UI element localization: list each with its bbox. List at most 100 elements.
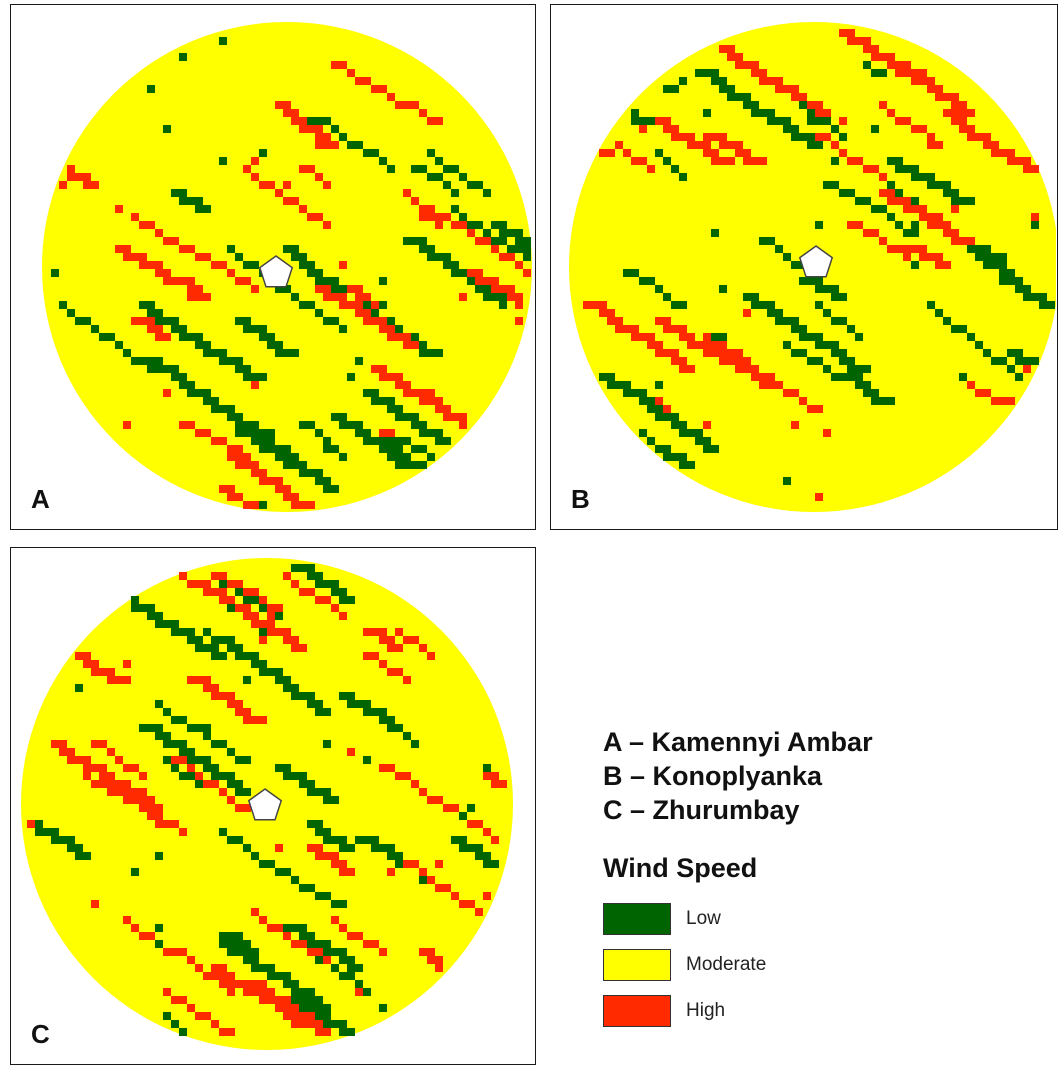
high-wind-cell bbox=[759, 69, 767, 77]
high-wind-cell bbox=[467, 229, 475, 237]
high-wind-cell bbox=[139, 932, 147, 940]
high-wind-cell bbox=[1031, 213, 1039, 221]
low-wind-cell bbox=[307, 564, 315, 572]
low-wind-cell bbox=[491, 293, 499, 301]
low-wind-cell bbox=[443, 165, 451, 173]
high-wind-cell bbox=[435, 221, 443, 229]
low-wind-cell bbox=[1023, 357, 1031, 365]
high-wind-cell bbox=[631, 325, 639, 333]
low-wind-cell bbox=[839, 349, 847, 357]
high-wind-cell bbox=[131, 924, 139, 932]
high-wind-cell bbox=[83, 652, 91, 660]
low-wind-cell bbox=[355, 421, 363, 429]
high-wind-cell bbox=[155, 325, 163, 333]
high-wind-cell bbox=[243, 716, 251, 724]
low-wind-cell bbox=[355, 429, 363, 437]
low-wind-cell bbox=[331, 1020, 339, 1028]
high-wind-cell bbox=[203, 972, 211, 980]
low-wind-cell bbox=[379, 716, 387, 724]
low-wind-cell bbox=[363, 756, 371, 764]
high-wind-cell bbox=[307, 948, 315, 956]
legend-swatch-moderate bbox=[603, 949, 671, 981]
high-wind-cell bbox=[323, 852, 331, 860]
low-wind-cell bbox=[767, 117, 775, 125]
high-wind-cell bbox=[315, 844, 323, 852]
high-wind-cell bbox=[283, 197, 291, 205]
low-wind-cell bbox=[147, 604, 155, 612]
high-wind-cell bbox=[871, 45, 879, 53]
high-wind-cell bbox=[243, 804, 251, 812]
low-wind-cell bbox=[155, 317, 163, 325]
high-wind-cell bbox=[703, 341, 711, 349]
high-wind-cell bbox=[339, 261, 347, 269]
low-wind-cell bbox=[347, 596, 355, 604]
high-wind-cell bbox=[775, 381, 783, 389]
high-wind-cell bbox=[467, 269, 475, 277]
low-wind-cell bbox=[187, 756, 195, 764]
low-wind-cell bbox=[171, 628, 179, 636]
high-wind-cell bbox=[67, 756, 75, 764]
high-wind-cell bbox=[347, 868, 355, 876]
low-wind-cell bbox=[871, 389, 879, 397]
high-wind-cell bbox=[211, 964, 219, 972]
high-wind-cell bbox=[427, 652, 435, 660]
high-wind-cell bbox=[935, 85, 943, 93]
low-wind-cell bbox=[679, 173, 687, 181]
low-wind-cell bbox=[483, 764, 491, 772]
high-wind-cell bbox=[483, 828, 491, 836]
high-wind-cell bbox=[355, 309, 363, 317]
low-wind-cell bbox=[435, 349, 443, 357]
high-wind-cell bbox=[267, 924, 275, 932]
low-wind-cell bbox=[371, 437, 379, 445]
high-wind-cell bbox=[703, 421, 711, 429]
high-wind-cell bbox=[959, 237, 967, 245]
high-wind-cell bbox=[115, 780, 123, 788]
low-wind-cell bbox=[227, 405, 235, 413]
low-wind-cell bbox=[211, 764, 219, 772]
low-wind-cell bbox=[243, 940, 251, 948]
high-wind-cell bbox=[171, 948, 179, 956]
high-wind-cell bbox=[999, 397, 1007, 405]
low-wind-cell bbox=[67, 836, 75, 844]
high-wind-cell bbox=[163, 237, 171, 245]
low-wind-cell bbox=[451, 189, 459, 197]
high-wind-cell bbox=[687, 333, 695, 341]
high-wind-cell bbox=[507, 285, 515, 293]
high-wind-cell bbox=[387, 764, 395, 772]
low-wind-cell bbox=[195, 780, 203, 788]
low-wind-cell bbox=[203, 644, 211, 652]
high-wind-cell bbox=[91, 740, 99, 748]
low-wind-cell bbox=[291, 692, 299, 700]
high-wind-cell bbox=[251, 716, 259, 724]
high-wind-cell bbox=[823, 133, 831, 141]
high-wind-cell bbox=[623, 325, 631, 333]
high-wind-cell bbox=[727, 53, 735, 61]
high-wind-cell bbox=[243, 604, 251, 612]
low-wind-cell bbox=[943, 181, 951, 189]
low-wind-cell bbox=[403, 461, 411, 469]
high-wind-cell bbox=[815, 101, 823, 109]
high-wind-cell bbox=[663, 325, 671, 333]
high-wind-cell bbox=[307, 125, 315, 133]
high-wind-cell bbox=[323, 1028, 331, 1036]
low-wind-cell bbox=[59, 301, 67, 309]
high-wind-cell bbox=[459, 221, 467, 229]
high-wind-cell bbox=[427, 397, 435, 405]
high-wind-cell bbox=[355, 77, 363, 85]
high-wind-cell bbox=[219, 437, 227, 445]
low-wind-cell bbox=[363, 988, 371, 996]
low-wind-cell bbox=[647, 277, 655, 285]
low-wind-cell bbox=[299, 692, 307, 700]
low-wind-cell bbox=[339, 900, 347, 908]
low-wind-cell bbox=[187, 381, 195, 389]
high-wind-cell bbox=[1007, 149, 1015, 157]
low-wind-cell bbox=[235, 932, 243, 940]
low-wind-cell bbox=[155, 357, 163, 365]
low-wind-cell bbox=[339, 948, 347, 956]
high-wind-cell bbox=[355, 293, 363, 301]
low-wind-cell bbox=[299, 988, 307, 996]
low-wind-cell bbox=[267, 964, 275, 972]
high-wind-cell bbox=[315, 125, 323, 133]
high-wind-cell bbox=[395, 333, 403, 341]
low-wind-cell bbox=[831, 285, 839, 293]
